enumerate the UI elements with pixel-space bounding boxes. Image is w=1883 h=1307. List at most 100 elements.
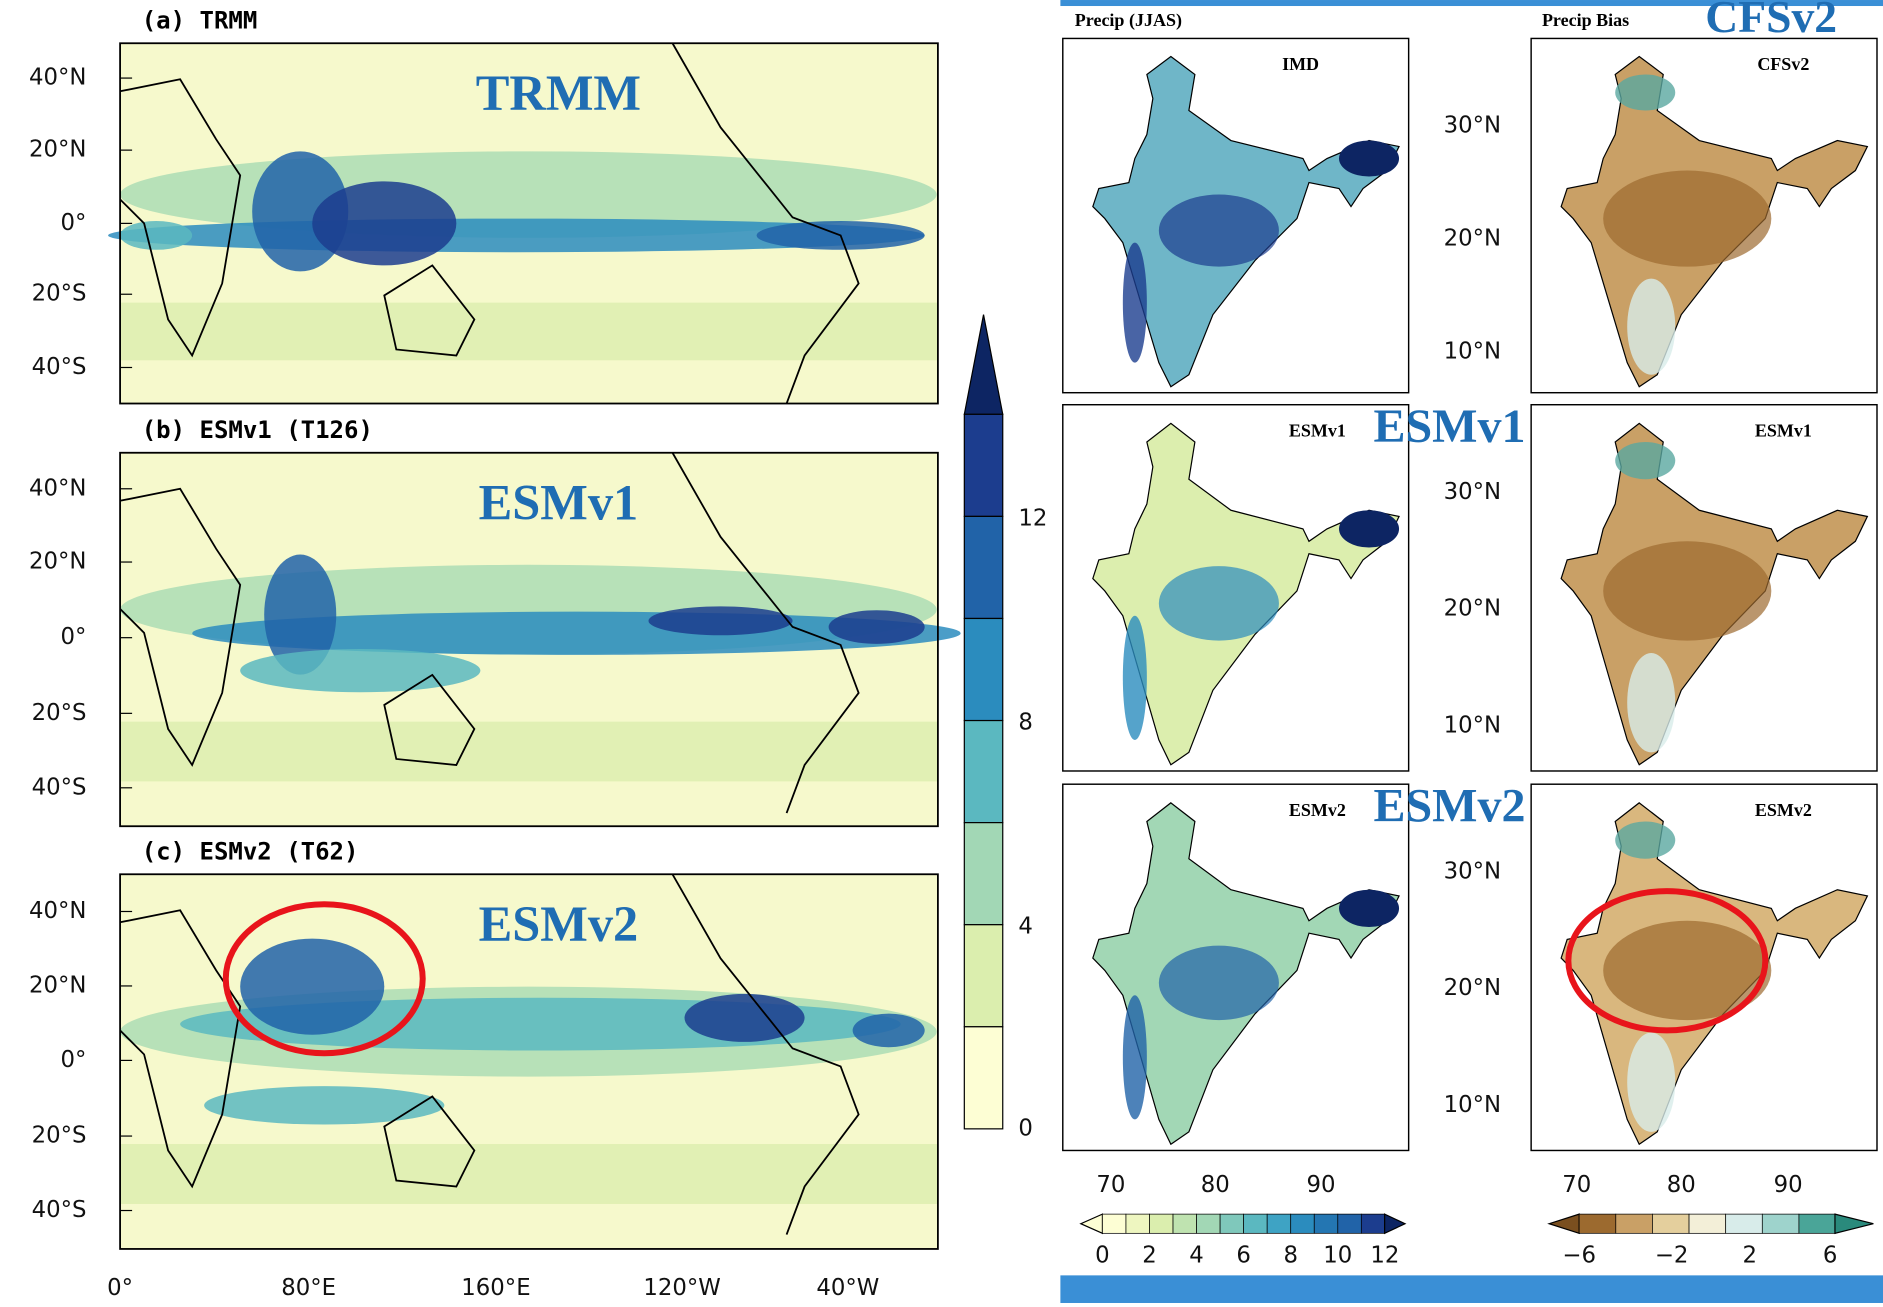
lat-label: 30°N bbox=[1444, 479, 1501, 505]
colorbar-label: 8 bbox=[1283, 1243, 1298, 1269]
colorbar-label: −2 bbox=[1655, 1243, 1689, 1269]
colorbar-label: 6 bbox=[1236, 1243, 1251, 1269]
model-label: ESMv1 bbox=[1373, 400, 1525, 453]
model-label: TRMM bbox=[476, 65, 641, 121]
lat-label: 20°N bbox=[1444, 596, 1501, 622]
panel-label: ESMv1 bbox=[1755, 420, 1812, 440]
india-map bbox=[1530, 37, 1878, 394]
lat-label: 0° bbox=[61, 1047, 87, 1073]
bias-core bbox=[1603, 170, 1772, 267]
india-shape bbox=[1560, 55, 1869, 388]
global-map bbox=[108, 42, 939, 405]
colorbar-box bbox=[1578, 1213, 1617, 1234]
map-frame bbox=[119, 873, 939, 1250]
bias-core bbox=[1603, 541, 1772, 641]
lat-label: 10°N bbox=[1444, 338, 1501, 364]
precip-band bbox=[204, 1086, 445, 1125]
lon-label: 0° bbox=[107, 1275, 133, 1301]
bias-wet bbox=[1615, 74, 1676, 111]
precip-core bbox=[1122, 995, 1147, 1120]
lon-label: 120°W bbox=[643, 1275, 720, 1301]
coastline bbox=[671, 873, 860, 1235]
colorbar-label: 2 bbox=[1142, 1243, 1157, 1269]
colorbar-label: 8 bbox=[1018, 709, 1033, 735]
lat-label: 40°N bbox=[29, 898, 86, 924]
precip-band bbox=[828, 610, 925, 644]
lon-label: 40°W bbox=[816, 1275, 879, 1301]
colorbar-box bbox=[1313, 1213, 1339, 1234]
panel-label: CFSv2 bbox=[1757, 54, 1809, 74]
india-shape bbox=[1560, 422, 1869, 766]
colorbar-box bbox=[963, 1026, 1004, 1130]
precip-core bbox=[1158, 566, 1279, 641]
precip-band bbox=[648, 606, 793, 636]
colorbar-label: 12 bbox=[1018, 505, 1047, 531]
colorbar-extension bbox=[1834, 1213, 1874, 1235]
lat-label: 40°N bbox=[29, 65, 86, 91]
lat-label: 30°N bbox=[1444, 858, 1501, 884]
colorbar-extension bbox=[963, 314, 1004, 415]
lon-label: 70 bbox=[1096, 1172, 1125, 1198]
precip-core bbox=[1158, 945, 1279, 1021]
colorbar-box bbox=[1725, 1213, 1763, 1234]
lat-label: 0° bbox=[61, 210, 87, 236]
colorbar-box bbox=[1102, 1213, 1127, 1234]
colorbar-box bbox=[1761, 1213, 1800, 1234]
map-frame bbox=[119, 451, 939, 828]
colorbar-extension bbox=[1384, 1213, 1407, 1235]
colorbar-box bbox=[963, 924, 1004, 1028]
colorbar-box bbox=[1196, 1213, 1221, 1234]
lon-label: 70 bbox=[1562, 1172, 1591, 1198]
colorbar-label: 0 bbox=[1095, 1243, 1110, 1269]
colorbar-box bbox=[1172, 1213, 1197, 1234]
lat-label: 20°S bbox=[32, 700, 87, 726]
highlight-circle bbox=[222, 901, 426, 1057]
lat-label: 20°N bbox=[29, 549, 86, 575]
colorbar-extension bbox=[1079, 1213, 1104, 1235]
precip-core bbox=[1338, 140, 1400, 177]
colorbar-box bbox=[1337, 1213, 1362, 1234]
light-band bbox=[120, 302, 938, 361]
india-map bbox=[1530, 403, 1878, 772]
lat-label: 40°S bbox=[32, 774, 87, 800]
colorbar-box bbox=[963, 413, 1004, 517]
lon-label: 80 bbox=[1667, 1172, 1696, 1198]
column-header: Precip (JJAS) bbox=[1075, 10, 1182, 31]
panel-title: (b) ESMv1 (T126) bbox=[142, 416, 373, 444]
colorbar-label: 2 bbox=[1742, 1243, 1757, 1269]
model-label: ESMv1 bbox=[479, 475, 639, 531]
colorbar-box bbox=[1652, 1213, 1690, 1234]
coastline bbox=[119, 78, 242, 358]
panel-label: ESMv1 bbox=[1289, 420, 1346, 440]
india-map bbox=[1062, 403, 1410, 772]
lat-label: 20°N bbox=[29, 137, 86, 163]
precip-band bbox=[684, 993, 805, 1042]
bias-wet bbox=[1627, 653, 1676, 753]
colorbar-box bbox=[1798, 1213, 1836, 1234]
colorbar-label: −6 bbox=[1562, 1243, 1596, 1269]
coastline bbox=[383, 1095, 476, 1188]
india-map bbox=[1062, 783, 1410, 1152]
lat-label: 40°S bbox=[32, 1197, 87, 1223]
colorbar-box bbox=[1290, 1213, 1315, 1234]
colorbar-box bbox=[1360, 1213, 1386, 1234]
colorbar-label: 4 bbox=[1018, 914, 1033, 940]
light-band bbox=[120, 1144, 938, 1204]
lat-label: 20°N bbox=[1444, 225, 1501, 251]
global-map bbox=[119, 451, 961, 828]
precip-core bbox=[1158, 194, 1279, 267]
lon-label: 80 bbox=[1201, 1172, 1230, 1198]
india-shape bbox=[1092, 55, 1400, 388]
panel-label: IMD bbox=[1282, 54, 1319, 74]
lon-label: 90 bbox=[1306, 1172, 1335, 1198]
lat-label: 20°N bbox=[1444, 975, 1501, 1001]
coastline bbox=[383, 264, 476, 357]
colorbar-box bbox=[1615, 1213, 1653, 1234]
lat-label: 0° bbox=[61, 624, 87, 650]
precip-core bbox=[1338, 510, 1400, 548]
lat-label: 20°S bbox=[32, 1123, 87, 1149]
corner-label: CFSv2 bbox=[1705, 0, 1837, 42]
bias-wet bbox=[1627, 1032, 1676, 1132]
lon-label: 80°E bbox=[281, 1275, 336, 1301]
